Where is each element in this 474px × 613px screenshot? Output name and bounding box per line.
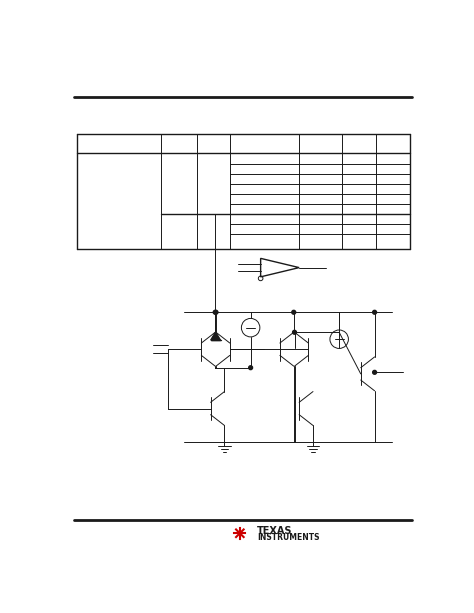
Text: INSTRUMENTS: INSTRUMENTS — [257, 533, 319, 542]
Circle shape — [373, 370, 376, 375]
Polygon shape — [211, 332, 220, 340]
Circle shape — [292, 310, 296, 314]
Circle shape — [213, 310, 217, 314]
Circle shape — [249, 366, 253, 370]
Text: TEXAS: TEXAS — [257, 526, 292, 536]
Circle shape — [292, 330, 296, 334]
Polygon shape — [210, 332, 220, 340]
Circle shape — [373, 310, 376, 314]
Circle shape — [214, 310, 218, 314]
